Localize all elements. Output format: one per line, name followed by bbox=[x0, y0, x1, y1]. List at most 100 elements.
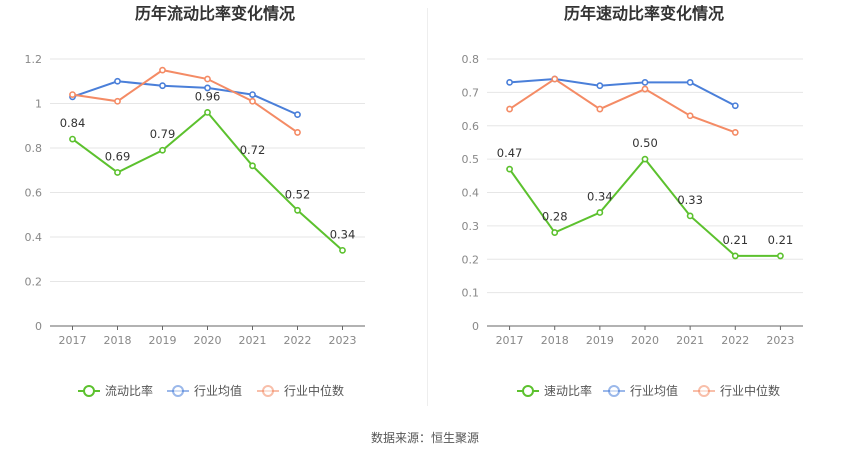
y-tick-label: 0.2 bbox=[25, 276, 43, 289]
point-series-0 bbox=[69, 135, 76, 143]
x-tick-label: 2022 bbox=[721, 334, 749, 347]
line-series-1 bbox=[72, 80, 298, 116]
x-tick-label: 2021 bbox=[676, 334, 704, 347]
point-series-0 bbox=[731, 252, 739, 260]
quick-ratio-chart: 历年速动比率变化情况 0 0.1 0.2 0.3 0.4 0.5 0.6 0.7 0.8 2017 2… bbox=[425, 0, 850, 410]
point-series-2 bbox=[294, 129, 301, 136]
chart-title: 历年流动比率变化情况 bbox=[135, 4, 295, 23]
legend-label-series-2: 行业中位数 bbox=[284, 383, 344, 398]
legend-marker-series-2 bbox=[698, 385, 710, 397]
point-series-1 bbox=[249, 91, 256, 98]
y-tick-label: 0.5 bbox=[462, 153, 480, 166]
y-tick-label: 1.2 bbox=[25, 53, 43, 66]
x-tick-label: 2018 bbox=[104, 334, 132, 347]
point-series-1 bbox=[641, 78, 649, 86]
point-series-0 bbox=[777, 252, 784, 260]
x-tick-label: 2021 bbox=[239, 334, 267, 347]
x-tick-label: 2019 bbox=[586, 334, 614, 347]
point-series-0 bbox=[551, 229, 559, 236]
point-series-2 bbox=[249, 97, 256, 105]
point-series-2 bbox=[641, 85, 649, 93]
y-tick-label: 0.8 bbox=[25, 142, 43, 155]
point-series-0 bbox=[204, 109, 211, 116]
point-series-0 bbox=[249, 162, 256, 170]
point-series-1 bbox=[294, 111, 301, 119]
data-label: 0.69 bbox=[105, 149, 131, 163]
data-label: 0.47 bbox=[497, 146, 523, 160]
legend-marker-series-0 bbox=[83, 385, 95, 397]
x-tick-label: 2018 bbox=[541, 334, 569, 347]
data-label: 0.52 bbox=[285, 187, 311, 201]
point-series-0 bbox=[339, 246, 346, 254]
x-tick-label: 2023 bbox=[329, 334, 357, 347]
data-label: 0.50 bbox=[632, 136, 658, 150]
point-series-2 bbox=[551, 75, 559, 83]
y-tick-label: 1 bbox=[35, 98, 42, 111]
point-series-2 bbox=[506, 105, 513, 113]
data-label: 0.34 bbox=[587, 190, 613, 204]
legend-label-series-2: 行业中位数 bbox=[720, 383, 780, 398]
current-ratio-chart-svg: 历年流动比率变化情况 0 0.2 0.4 0.6 0.8 1 1.2 2017 2018 2019 2… bbox=[25, 4, 365, 398]
y-tick-label: 0.1 bbox=[462, 287, 480, 300]
point-series-0 bbox=[686, 212, 694, 220]
point-series-2 bbox=[69, 91, 76, 98]
x-tick-label: 2020 bbox=[194, 334, 222, 347]
point-series-2 bbox=[596, 105, 604, 113]
point-series-0 bbox=[159, 146, 166, 154]
quick-ratio-chart-svg: 历年速动比率变化情况 0 0.1 0.2 0.3 0.4 0.5 0.6 0.7 0.8 2017 2… bbox=[462, 4, 803, 398]
x-tick-label: 2019 bbox=[149, 334, 177, 347]
data-label: 0.21 bbox=[722, 233, 748, 247]
point-series-0 bbox=[114, 169, 121, 176]
y-tick-label: 0.7 bbox=[462, 86, 480, 99]
point-series-2 bbox=[204, 75, 211, 83]
legend-marker-series-1 bbox=[172, 385, 184, 397]
legend-marker-series-2 bbox=[262, 385, 274, 397]
y-tick-label: 0 bbox=[472, 320, 479, 333]
legend-marker-series-1 bbox=[608, 385, 620, 397]
y-tick-label: 0.2 bbox=[462, 253, 480, 266]
y-tick-label: 0 bbox=[35, 320, 42, 333]
y-tick-label: 0.8 bbox=[462, 53, 480, 66]
point-series-0 bbox=[294, 206, 301, 214]
x-tick-label: 2017 bbox=[59, 334, 87, 347]
data-source-note: 数据来源：恒生聚源 bbox=[370, 431, 479, 445]
data-label: 0.79 bbox=[150, 127, 176, 141]
chart-title: 历年速动比率变化情况 bbox=[564, 4, 724, 23]
legend-marker-series-0 bbox=[522, 385, 534, 397]
point-series-1 bbox=[114, 77, 121, 85]
line-series-2 bbox=[72, 69, 299, 134]
point-series-1 bbox=[596, 82, 604, 90]
data-label: 0.28 bbox=[542, 210, 568, 224]
point-series-2 bbox=[686, 112, 694, 120]
y-tick-label: 0.6 bbox=[462, 120, 480, 133]
panel-divider bbox=[427, 8, 428, 406]
x-tick-label: 2022 bbox=[284, 334, 312, 347]
data-label: 0.84 bbox=[60, 116, 86, 130]
line-series-0 bbox=[71, 110, 344, 252]
point-series-1 bbox=[686, 78, 694, 86]
y-tick-label: 0.4 bbox=[25, 231, 43, 244]
line-series-2 bbox=[509, 77, 736, 134]
point-series-1 bbox=[204, 84, 211, 92]
y-tick-label: 0.3 bbox=[462, 220, 480, 233]
point-series-0 bbox=[596, 209, 604, 216]
point-series-2 bbox=[114, 97, 121, 105]
point-series-0 bbox=[506, 165, 513, 173]
point-series-1 bbox=[159, 82, 166, 90]
data-label: 0.34 bbox=[330, 227, 356, 241]
data-label: 0.72 bbox=[240, 143, 266, 157]
legend-label-series-0: 速动比率 bbox=[544, 383, 592, 398]
x-tick-label: 2023 bbox=[766, 334, 794, 347]
y-tick-label: 0.6 bbox=[25, 187, 43, 200]
x-tick-label: 2020 bbox=[631, 334, 659, 347]
point-series-0 bbox=[641, 155, 649, 163]
y-tick-label: 0.4 bbox=[462, 187, 480, 200]
data-label: 0.96 bbox=[195, 89, 221, 103]
legend-label-series-1: 行业均值 bbox=[194, 383, 242, 398]
point-series-1 bbox=[731, 102, 739, 110]
point-series-2 bbox=[159, 66, 166, 74]
current-ratio-chart: 历年流动比率变化情况 0 0.2 0.4 0.6 0.8 1 1.2 2017 2018 2019 2… bbox=[0, 0, 425, 410]
legend-label-series-1: 行业均值 bbox=[630, 383, 678, 398]
point-series-1 bbox=[506, 78, 513, 86]
data-label: 0.21 bbox=[768, 233, 794, 247]
